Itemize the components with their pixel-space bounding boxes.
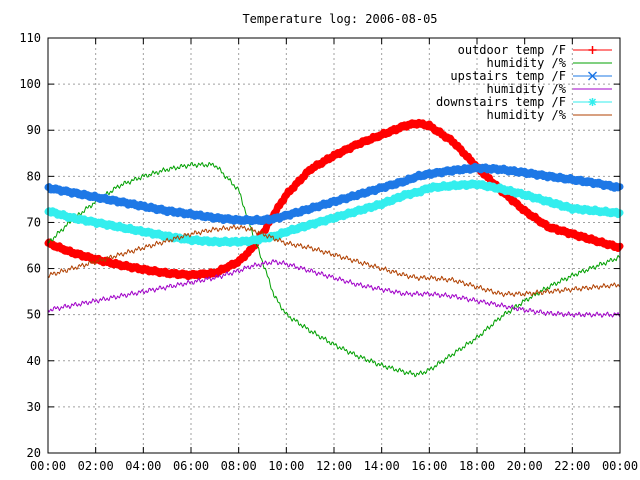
y-tick-label: 70 [27, 215, 41, 229]
y-tick-label: 30 [27, 400, 41, 414]
x-tick-label: 14:00 [364, 459, 400, 473]
x-tick-label: 00:00 [30, 459, 66, 473]
series-line [44, 179, 624, 247]
y-tick-label: 80 [27, 169, 41, 183]
chart-title: Temperature log: 2006-08-05 [242, 12, 437, 26]
x-tick-label: 04:00 [125, 459, 161, 473]
x-tick-label: 20:00 [507, 459, 543, 473]
y-tick-label: 50 [27, 308, 41, 322]
legend-label: upstairs temp /F [450, 69, 566, 83]
axis-ticks: 20 30 40 50 60 70 80 90 100 110 00:00 02:00 04:00 06:… [19, 31, 638, 473]
x-tick-label: 12:00 [316, 459, 352, 473]
y-tick-label: 110 [19, 31, 41, 45]
legend-label: humidity /% [487, 82, 567, 96]
legend-marker [588, 46, 597, 54]
y-tick-label: 60 [27, 262, 41, 276]
x-tick-label: 16:00 [411, 459, 447, 473]
series-line [44, 162, 624, 226]
x-tick-label: 18:00 [459, 459, 495, 473]
legend-label: humidity /% [487, 56, 567, 70]
y-tick-label: 40 [27, 354, 41, 368]
legend-label: humidity /% [487, 108, 567, 122]
x-tick-label: 02:00 [78, 459, 114, 473]
legend-label: outdoor temp /F [458, 43, 566, 57]
x-tick-label: 00:00 [602, 459, 638, 473]
x-tick-label: 22:00 [554, 459, 590, 473]
legend-marker [587, 71, 598, 81]
y-tick-label: 100 [19, 77, 41, 91]
series-line [47, 259, 621, 318]
legend-marker [588, 98, 597, 106]
series-line [47, 224, 621, 298]
x-tick-label: 10:00 [268, 459, 304, 473]
series-line [44, 118, 624, 281]
series-line [47, 161, 621, 378]
x-tick-label: 06:00 [173, 459, 209, 473]
y-tick-label: 90 [27, 123, 41, 137]
x-tick-label: 08:00 [221, 459, 257, 473]
legend-label: downstairs temp /F [436, 95, 566, 109]
y-tick-label: 20 [27, 446, 41, 460]
data-series [44, 118, 624, 378]
